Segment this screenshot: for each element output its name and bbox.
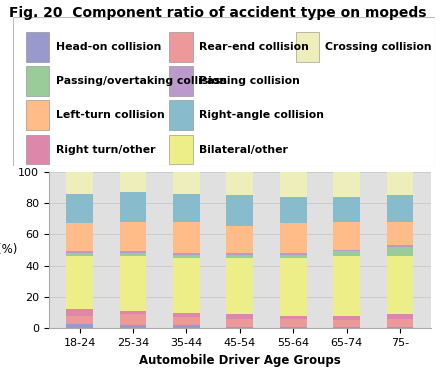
Bar: [119, 192, 147, 222]
Bar: [66, 253, 93, 256]
Bar: [173, 172, 200, 194]
FancyBboxPatch shape: [169, 135, 193, 164]
FancyBboxPatch shape: [26, 32, 49, 62]
Bar: [333, 250, 360, 251]
Text: Crossing collision: Crossing collision: [325, 42, 432, 51]
Text: Right turn/other: Right turn/other: [56, 145, 155, 154]
Bar: [333, 327, 360, 328]
Bar: [280, 316, 306, 319]
Bar: [280, 319, 306, 327]
Bar: [66, 256, 93, 310]
Bar: [387, 245, 413, 247]
Bar: [333, 172, 360, 197]
Text: Bilateral/other: Bilateral/other: [199, 145, 288, 154]
FancyBboxPatch shape: [26, 100, 49, 130]
Bar: [387, 195, 413, 222]
Bar: [119, 325, 147, 328]
Text: Fig. 20  Component ratio of accident type on mopeds: Fig. 20 Component ratio of accident type…: [9, 6, 426, 20]
Bar: [173, 253, 200, 255]
Text: Passing/overtaking collision: Passing/overtaking collision: [56, 76, 226, 86]
Bar: [333, 320, 360, 327]
Bar: [226, 226, 253, 253]
FancyBboxPatch shape: [169, 66, 193, 96]
Bar: [280, 197, 306, 223]
FancyBboxPatch shape: [26, 66, 49, 96]
Bar: [333, 222, 360, 250]
Bar: [387, 172, 413, 195]
Bar: [119, 251, 147, 253]
Bar: [280, 258, 306, 316]
Bar: [387, 222, 413, 245]
Bar: [119, 314, 147, 325]
Bar: [66, 223, 93, 251]
Bar: [66, 194, 93, 223]
FancyBboxPatch shape: [26, 135, 49, 164]
FancyBboxPatch shape: [169, 100, 193, 130]
Bar: [66, 310, 93, 316]
Bar: [333, 251, 360, 256]
FancyBboxPatch shape: [296, 32, 319, 62]
Bar: [226, 172, 253, 195]
Bar: [173, 255, 200, 258]
Bar: [66, 323, 93, 328]
Bar: [173, 313, 200, 317]
Bar: [226, 314, 253, 319]
Bar: [280, 223, 306, 253]
Bar: [226, 195, 253, 226]
Bar: [119, 172, 147, 192]
Text: Passing collision: Passing collision: [199, 76, 300, 86]
Bar: [387, 327, 413, 328]
Bar: [226, 327, 253, 328]
Bar: [226, 258, 253, 314]
Bar: [119, 253, 147, 256]
FancyBboxPatch shape: [169, 32, 193, 62]
Bar: [333, 256, 360, 316]
Text: Right-angle collision: Right-angle collision: [199, 110, 324, 120]
Bar: [66, 316, 93, 323]
Bar: [66, 251, 93, 253]
Bar: [226, 255, 253, 258]
Bar: [333, 197, 360, 222]
Bar: [280, 255, 306, 258]
X-axis label: Automobile Driver Age Groups: Automobile Driver Age Groups: [139, 354, 341, 367]
Bar: [280, 253, 306, 255]
Bar: [119, 222, 147, 251]
Bar: [66, 172, 93, 194]
Text: Head-on collision: Head-on collision: [56, 42, 161, 51]
Text: Left-turn collision: Left-turn collision: [56, 110, 164, 120]
Bar: [226, 319, 253, 327]
FancyBboxPatch shape: [13, 17, 435, 166]
Bar: [280, 172, 306, 197]
Bar: [173, 317, 200, 325]
Bar: [119, 311, 147, 314]
Bar: [280, 327, 306, 328]
Bar: [173, 325, 200, 328]
Bar: [119, 256, 147, 311]
Bar: [387, 247, 413, 256]
Bar: [226, 253, 253, 255]
Bar: [173, 222, 200, 253]
Bar: [387, 314, 413, 319]
Bar: [387, 256, 413, 314]
Bar: [333, 316, 360, 320]
Bar: [173, 194, 200, 222]
Text: Rear-end collision: Rear-end collision: [199, 42, 309, 51]
Y-axis label: (%): (%): [0, 244, 17, 256]
Bar: [173, 258, 200, 313]
Bar: [387, 319, 413, 327]
